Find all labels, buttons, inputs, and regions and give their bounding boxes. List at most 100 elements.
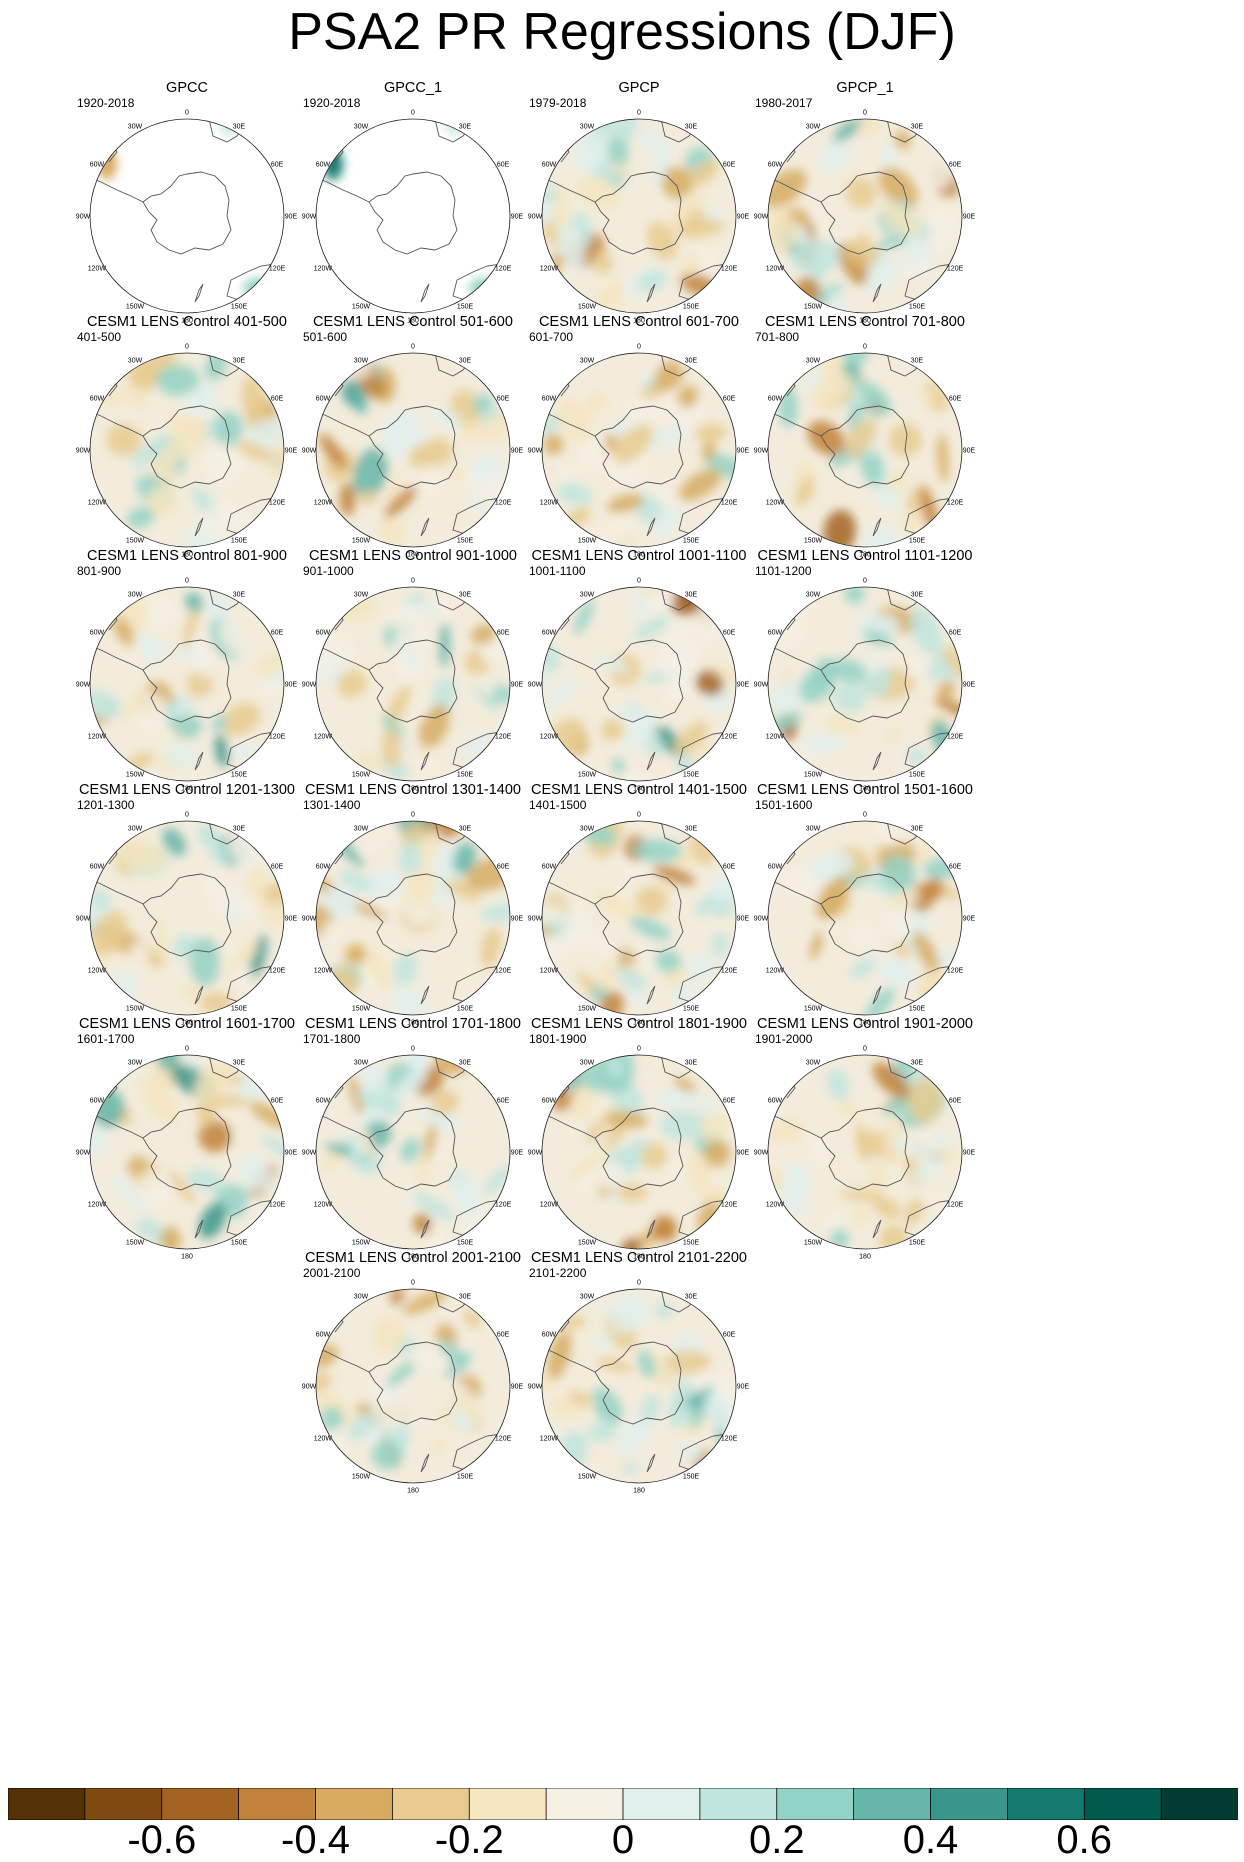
panel-title: CESM1 LENS Control 901-1000 bbox=[309, 548, 517, 564]
longitude-label: 60W bbox=[90, 396, 105, 403]
longitude-label: 180 bbox=[633, 1254, 645, 1261]
map-panel: GPCP 1979-2018 0 30E 60E 90E 120E 150E 180 150W 12… bbox=[505, 80, 773, 360]
longitude-label: 30E bbox=[685, 1059, 698, 1066]
longitude-label: 90E bbox=[511, 916, 524, 923]
longitude-label: 120W bbox=[314, 968, 333, 975]
panel-title: CESM1 LENS Control 401-500 bbox=[87, 314, 287, 330]
longitude-label: 150E bbox=[683, 1240, 700, 1247]
map-panel: CESM1 LENS Control 1601-1700 1601-1700 0 30… bbox=[53, 1016, 321, 1296]
longitude-label: 0 bbox=[411, 578, 415, 585]
longitude-label: 60E bbox=[271, 1098, 284, 1105]
longitude-label: 60E bbox=[949, 162, 962, 169]
map-panel: CESM1 LENS Control 1001-1100 1001-1100 0 30… bbox=[505, 548, 773, 828]
longitude-label: 60W bbox=[542, 1332, 557, 1339]
longitude-label: 150E bbox=[457, 1240, 474, 1247]
longitude-label: 120W bbox=[88, 500, 107, 507]
polar-map: 0 30E 60E 90E 120E 150E 180 150W 120W 90W 60W 30W bbox=[76, 344, 298, 559]
longitude-label: 60E bbox=[723, 630, 736, 637]
longitude-label: 180 bbox=[633, 318, 645, 325]
longitude-label: 90E bbox=[285, 682, 298, 689]
longitude-label: 30E bbox=[233, 591, 246, 598]
longitude-label: 60E bbox=[271, 630, 284, 637]
colorbar-bin bbox=[391, 1788, 470, 1820]
longitude-label: 120W bbox=[766, 1202, 785, 1209]
longitude-label: 60E bbox=[723, 864, 736, 871]
longitude-label: 60W bbox=[542, 864, 557, 871]
longitude-label: 90W bbox=[302, 214, 317, 221]
longitude-label: 180 bbox=[633, 1488, 645, 1495]
polar-map: 0 30E 60E 90E 120E 150E 180 150W 120W 90W 60W 30W bbox=[528, 1046, 750, 1261]
longitude-label: 180 bbox=[859, 1254, 871, 1261]
colorbar-bin bbox=[238, 1788, 317, 1820]
longitude-label: 60W bbox=[768, 864, 783, 871]
longitude-label: 30E bbox=[459, 591, 472, 598]
panel-period: 901-1000 bbox=[303, 564, 354, 578]
longitude-label: 150W bbox=[352, 772, 371, 779]
longitude-label: 60E bbox=[271, 864, 284, 871]
longitude-label: 150W bbox=[804, 304, 823, 311]
longitude-label: 150E bbox=[231, 772, 248, 779]
longitude-label: 90W bbox=[76, 448, 91, 455]
colorbar-bin bbox=[315, 1788, 394, 1820]
longitude-label: 120E bbox=[947, 266, 964, 273]
longitude-label: 150W bbox=[352, 304, 371, 311]
longitude-label: 0 bbox=[863, 578, 867, 585]
panel-period: 1980-2017 bbox=[755, 96, 813, 110]
longitude-label: 60W bbox=[542, 630, 557, 637]
map-panel: CESM1 LENS Control 1701-1800 1701-1800 0 30… bbox=[279, 1016, 547, 1296]
longitude-label: 90W bbox=[754, 1150, 769, 1157]
longitude-label: 60E bbox=[497, 1332, 510, 1339]
colorbar-bin bbox=[853, 1788, 932, 1820]
longitude-label: 90W bbox=[76, 1150, 91, 1157]
longitude-label: 90E bbox=[963, 1150, 976, 1157]
longitude-label: 180 bbox=[859, 552, 871, 559]
longitude-label: 30W bbox=[580, 825, 595, 832]
longitude-label: 120E bbox=[947, 734, 964, 741]
longitude-label: 120E bbox=[721, 734, 738, 741]
longitude-label: 120W bbox=[88, 968, 107, 975]
map-panel: CESM1 LENS Control 901-1000 901-1000 0 30E 6… bbox=[279, 548, 547, 828]
polar-map: 0 30E 60E 90E 120E 150E 180 150W 120W 90W 60W 30W bbox=[754, 812, 976, 1027]
longitude-label: 90E bbox=[737, 1150, 750, 1157]
longitude-label: 60W bbox=[316, 1098, 331, 1105]
longitude-label: 60E bbox=[271, 162, 284, 169]
polar-map: 0 30E 60E 90E 120E 150E 180 150W 120W 90W 60W 30W bbox=[528, 812, 750, 1027]
longitude-label: 120E bbox=[495, 1202, 512, 1209]
panel-period: 1920-2018 bbox=[77, 96, 135, 110]
longitude-label: 120W bbox=[88, 1202, 107, 1209]
longitude-label: 0 bbox=[411, 1280, 415, 1287]
longitude-label: 30E bbox=[459, 357, 472, 364]
longitude-label: 150E bbox=[683, 538, 700, 545]
panel-title: GPCC bbox=[166, 80, 208, 96]
polar-map: 0 30E 60E 90E 120E 150E 180 150W 120W 90W 60W 30W bbox=[76, 1046, 298, 1261]
longitude-label: 180 bbox=[181, 318, 193, 325]
longitude-label: 60W bbox=[90, 162, 105, 169]
colorbar-tick-label: 0 bbox=[611, 1818, 635, 1862]
longitude-label: 150E bbox=[909, 304, 926, 311]
map-panel: CESM1 LENS Control 1801-1900 1801-1900 0 30… bbox=[505, 1016, 773, 1296]
panel-title: CESM1 LENS Control 1301-1400 bbox=[304, 782, 521, 798]
longitude-label: 90E bbox=[511, 1150, 524, 1157]
longitude-label: 120W bbox=[314, 266, 333, 273]
colorbar-tick-label: -0.6 bbox=[127, 1818, 197, 1862]
longitude-label: 90W bbox=[76, 916, 91, 923]
colorbar-bin bbox=[776, 1788, 855, 1820]
longitude-label: 90W bbox=[754, 214, 769, 221]
panel-period: 1101-1200 bbox=[755, 564, 812, 578]
colorbar bbox=[8, 1788, 1238, 1820]
longitude-label: 60W bbox=[316, 1332, 331, 1339]
longitude-label: 150E bbox=[683, 1474, 700, 1481]
map-panel: CESM1 LENS Control 1901-2000 1901-2000 0 30… bbox=[731, 1016, 999, 1296]
panel-period: 1920-2018 bbox=[303, 96, 361, 110]
longitude-label: 150W bbox=[578, 1474, 597, 1481]
longitude-label: 30W bbox=[354, 123, 369, 130]
longitude-label: 120W bbox=[88, 734, 107, 741]
polar-map: 0 30E 60E 90E 120E 150E 180 150W 120W 90W 60W 30W bbox=[302, 1046, 524, 1261]
longitude-label: 30W bbox=[580, 1293, 595, 1300]
panel-title: GPCC_1 bbox=[383, 80, 443, 96]
panel-period: 1979-2018 bbox=[529, 96, 587, 110]
panel-period: 801-900 bbox=[77, 564, 122, 578]
polar-map: 0 30E 60E 90E 120E 150E 180 150W 120W 90W 60W 30W bbox=[754, 1046, 976, 1261]
longitude-label: 90E bbox=[511, 682, 524, 689]
map-panel: CESM1 LENS Control 1501-1600 1501-1600 0 30… bbox=[731, 782, 999, 1062]
